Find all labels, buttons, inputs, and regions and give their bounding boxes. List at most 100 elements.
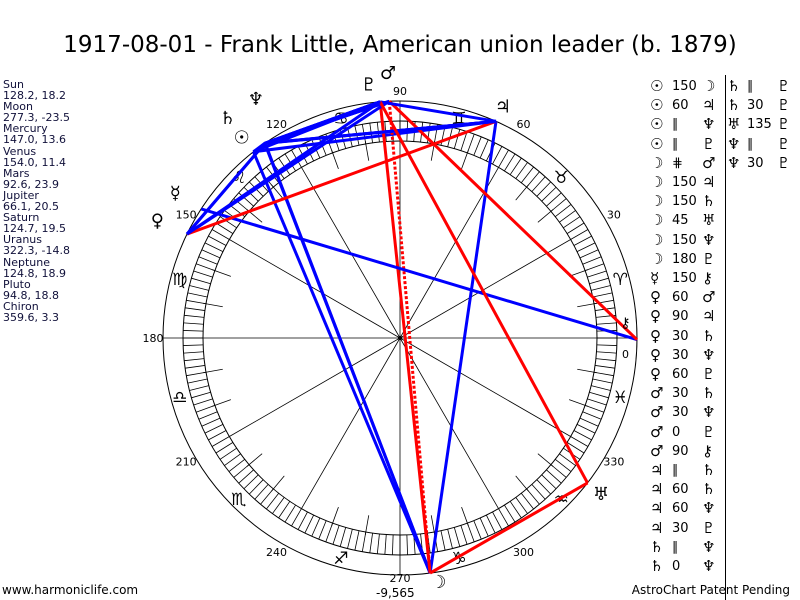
degree-hatch [193, 398, 213, 406]
planet-values: 277.3, -23.5 [3, 111, 70, 125]
degree-hatch [384, 534, 387, 555]
aspect-line [428, 121, 498, 574]
aspect-planet-2: ♃ [702, 307, 716, 326]
aspect-line [387, 101, 432, 574]
aspect-planet-1: ♂ [650, 422, 664, 441]
aspect-line [264, 100, 381, 145]
planet-name: Neptune [3, 255, 51, 269]
planet-glyph-jupiter: ♃ [495, 97, 511, 118]
degree-hatch [559, 210, 576, 223]
degree-hatch [460, 525, 468, 545]
degree-hatch [183, 351, 204, 354]
aspect-planet-2: ♄ [702, 384, 716, 403]
degree-hatch [492, 511, 503, 530]
aspect-planet-2: ♄ [702, 192, 716, 211]
aspect-planet-1: ♄ [727, 96, 741, 115]
zodiac-sign-6: ♎ [172, 388, 187, 408]
aspect-type: 60 [672, 98, 689, 114]
aspect-planet-1: ☽ [650, 153, 664, 172]
degree-hatch [554, 204, 572, 218]
degree-hatch [579, 249, 599, 259]
aspect-line [264, 119, 497, 145]
aspect-planet-2: ♆ [702, 537, 716, 556]
aspect-planet-2: ♆ [702, 230, 716, 249]
degree-label: 60 [517, 118, 531, 131]
decade-tick [271, 184, 285, 201]
degree-label: 0 [622, 348, 629, 361]
zodiac-sign-1: ♉ [554, 168, 569, 188]
website-link[interactable]: www.harmoniclife.com [2, 583, 139, 597]
degree-hatch [536, 479, 552, 495]
degree-hatch [187, 292, 208, 298]
degree-hatch [297, 511, 308, 530]
aspect-planet-1: ♄ [650, 537, 664, 556]
planet-glyph-uranus: ♅ [593, 484, 609, 505]
aspect-type: 60 [672, 367, 689, 382]
degree-hatch [186, 371, 207, 377]
aspect-planet-2: ♇ [702, 518, 716, 537]
degree-hatch [243, 474, 259, 490]
degree-hatch [191, 277, 211, 285]
planet-glyph-chiron: ⚷ [620, 316, 630, 332]
degree-hatch [201, 249, 221, 259]
degree-hatch [596, 322, 617, 325]
decade-tick [211, 269, 231, 277]
degree-hatch [201, 417, 221, 427]
degree-hatch [515, 162, 528, 179]
degree-hatch [584, 263, 605, 271]
aspect-planet-2: ⚷ [702, 269, 713, 287]
decade-tick [364, 515, 370, 536]
aspect-planet-1: ☽ [650, 173, 664, 191]
decade-tick [202, 302, 223, 308]
degree-hatch [546, 469, 562, 484]
spoke-line [399, 337, 499, 509]
aspect-planet-2: ♄ [702, 480, 716, 499]
decade-tick [577, 368, 598, 374]
decade-tick [515, 475, 529, 492]
aspect-type: 30 [747, 98, 764, 114]
aspect-planet-1: ♄ [727, 77, 741, 95]
aspect-planet-2: ♇ [777, 153, 791, 172]
spoke-line [399, 337, 571, 437]
aspect-planet-2: ♆ [702, 557, 716, 575]
degree-hatch [238, 192, 254, 207]
aspect-planet-1: ♃ [650, 518, 664, 537]
degree-hatch [591, 285, 611, 291]
aspect-line [186, 100, 382, 236]
aspect-type: 150 [672, 79, 697, 94]
degree-hatch [304, 514, 315, 534]
aspect-line [378, 101, 589, 484]
degree-hatch [447, 529, 453, 549]
aspect-planet-1: ☉ [650, 115, 664, 134]
aspect-planet-2: ♄ [702, 326, 716, 345]
aspect-type: 30 [672, 347, 689, 363]
degree-hatch [582, 256, 602, 265]
degree-hatch [183, 344, 204, 346]
degree-hatch [198, 256, 218, 265]
degree-hatch [318, 520, 327, 540]
aspect-planet-2: ♇ [702, 134, 716, 153]
aspect-planet-2: ♇ [777, 77, 791, 95]
aspect-line [379, 100, 497, 123]
aspect-planet-1: ☉ [650, 77, 664, 95]
degree-hatch [515, 497, 528, 514]
planet-values: 66.1, 20.5 [3, 200, 59, 214]
aspect-type: 45 [672, 213, 689, 229]
decade-tick [461, 507, 469, 527]
zodiac-sign-4: ♌ [231, 168, 246, 188]
aspect-planet-1: ♀ [650, 288, 661, 307]
planet-values: 154.0, 11.4 [3, 155, 66, 169]
degree-hatch [187, 378, 208, 384]
degree-hatch [272, 497, 285, 514]
planet-name: Mars [3, 166, 30, 180]
aspect-planet-2: ♆ [702, 403, 716, 422]
degree-hatch [254, 484, 269, 500]
planet-name: Chiron [3, 299, 39, 313]
aspect-type: 30 [672, 328, 689, 344]
planet-name: Jupiter [3, 188, 39, 202]
decade-tick [271, 475, 285, 492]
center-dot [398, 336, 402, 340]
aspect-type: 30 [672, 386, 689, 402]
degree-hatch [183, 330, 204, 332]
degree-hatch [509, 157, 522, 175]
